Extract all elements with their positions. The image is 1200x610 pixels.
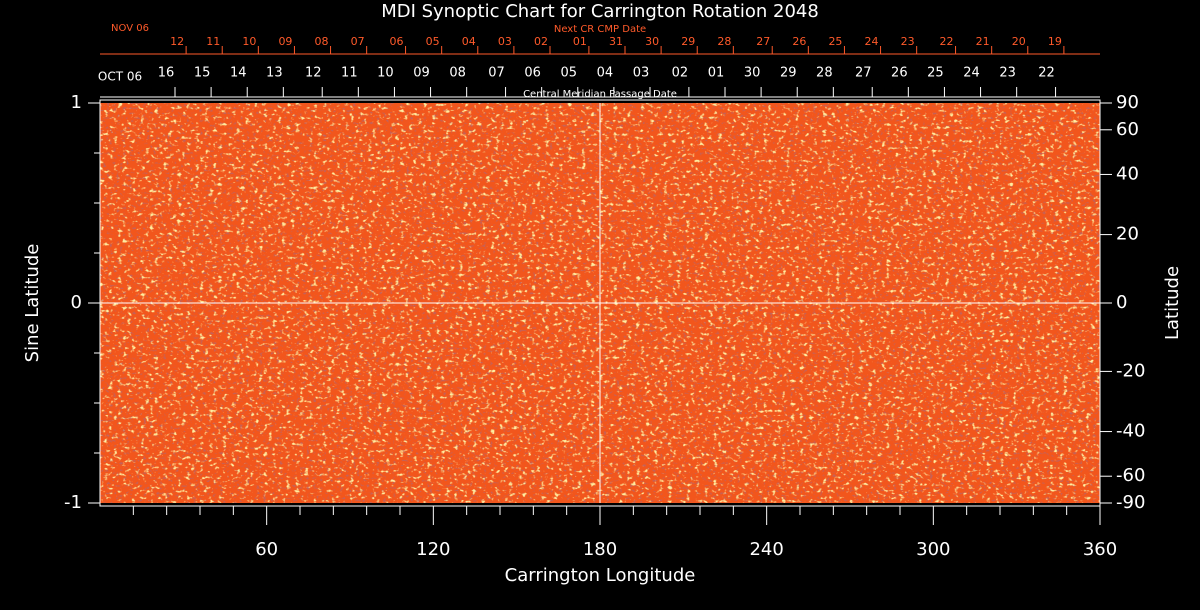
top-axis-start-label: OCT 06 bbox=[98, 70, 142, 84]
top-date-label: 19 bbox=[1048, 35, 1062, 48]
top-date-label: 31 bbox=[609, 35, 623, 48]
x-tick-label: 360 bbox=[1083, 539, 1117, 560]
top-date-label: 29 bbox=[780, 66, 797, 81]
plot-area bbox=[100, 103, 1100, 503]
top-date-label: 12 bbox=[170, 35, 184, 48]
x-tick-label: 180 bbox=[583, 539, 617, 560]
top-date-label: 11 bbox=[206, 35, 220, 48]
top-date-label: 10 bbox=[242, 35, 256, 48]
top-date-label: 15 bbox=[194, 66, 211, 81]
top-date-label: 28 bbox=[717, 35, 731, 48]
top-date-label: 12 bbox=[305, 66, 322, 81]
top-date-label: 04 bbox=[597, 66, 614, 81]
y2-tick-label: -40 bbox=[1116, 421, 1145, 442]
top-date-label: 22 bbox=[1038, 66, 1055, 81]
top-date-label: 09 bbox=[413, 66, 430, 81]
y2-tick-label: -60 bbox=[1116, 465, 1145, 486]
top-date-label: 23 bbox=[999, 66, 1016, 81]
top-date-label: 01 bbox=[573, 35, 587, 48]
top-date-label: 02 bbox=[534, 35, 548, 48]
top-date-label: 06 bbox=[524, 66, 541, 81]
top-date-label: 21 bbox=[976, 35, 990, 48]
top-date-label: 08 bbox=[449, 66, 466, 81]
top-date-label: 13 bbox=[266, 66, 283, 81]
y2-axis-label: Latitude bbox=[1162, 266, 1183, 340]
y-axis-label: Sine Latitude bbox=[22, 244, 43, 363]
top-date-label: 24 bbox=[963, 66, 980, 81]
top-axis-start-label: NOV 06 bbox=[111, 23, 149, 34]
y2-tick-label: -90 bbox=[1116, 492, 1145, 513]
x-tick-label: 240 bbox=[749, 539, 783, 560]
x-tick-label: 60 bbox=[255, 539, 278, 560]
top-date-label: 06 bbox=[390, 35, 404, 48]
top-date-label: 09 bbox=[278, 35, 292, 48]
top-date-label: 27 bbox=[855, 66, 872, 81]
top-date-label: 03 bbox=[498, 35, 512, 48]
top-date-label: 05 bbox=[426, 35, 440, 48]
top-date-label: 03 bbox=[633, 66, 650, 81]
top-date-label: 01 bbox=[708, 66, 725, 81]
top-date-label: 07 bbox=[351, 35, 365, 48]
y2-tick-label: 40 bbox=[1116, 163, 1139, 184]
top-date-label: 22 bbox=[940, 35, 954, 48]
top-date-label: 02 bbox=[672, 66, 689, 81]
top-date-label: 05 bbox=[561, 66, 578, 81]
top-date-label: 20 bbox=[1012, 35, 1026, 48]
top-date-label: 30 bbox=[744, 66, 761, 81]
top-date-label: 16 bbox=[158, 66, 175, 81]
chart-title: MDI Synoptic Chart for Carrington Rotati… bbox=[381, 1, 819, 22]
y-tick-label: 0 bbox=[71, 292, 82, 313]
y-tick-label: 1 bbox=[71, 92, 82, 113]
top-date-label: 28 bbox=[816, 66, 833, 81]
y2-tick-label: 60 bbox=[1116, 119, 1139, 140]
y2-tick-label: 90 bbox=[1116, 92, 1139, 113]
y2-tick-label: 20 bbox=[1116, 224, 1139, 245]
x-tick-label: 120 bbox=[416, 539, 450, 560]
y2-tick-label: 0 bbox=[1116, 292, 1127, 313]
top-axis-title: Central Meridian Passage Date bbox=[523, 89, 677, 100]
top-date-label: 26 bbox=[792, 35, 806, 48]
y-tick-label: -1 bbox=[64, 492, 82, 513]
top-date-label: 27 bbox=[756, 35, 770, 48]
top-date-label: 24 bbox=[865, 35, 879, 48]
x-tick-label: 300 bbox=[916, 539, 950, 560]
top-axis-title: Next CR CMP Date bbox=[554, 24, 646, 35]
top-date-label: 25 bbox=[927, 66, 944, 81]
y2-tick-label: -20 bbox=[1116, 360, 1145, 381]
top-date-label: 30 bbox=[645, 35, 659, 48]
top-date-label: 26 bbox=[891, 66, 908, 81]
top-date-label: 25 bbox=[828, 35, 842, 48]
top-date-label: 07 bbox=[488, 66, 505, 81]
top-date-label: 29 bbox=[681, 35, 695, 48]
top-date-label: 23 bbox=[901, 35, 915, 48]
top-date-label: 08 bbox=[315, 35, 329, 48]
top-date-label: 04 bbox=[462, 35, 476, 48]
top-date-label: 10 bbox=[377, 66, 394, 81]
top-date-label: 11 bbox=[341, 66, 358, 81]
x-axis-label: Carrington Longitude bbox=[505, 565, 696, 586]
top-date-label: 14 bbox=[230, 66, 247, 81]
